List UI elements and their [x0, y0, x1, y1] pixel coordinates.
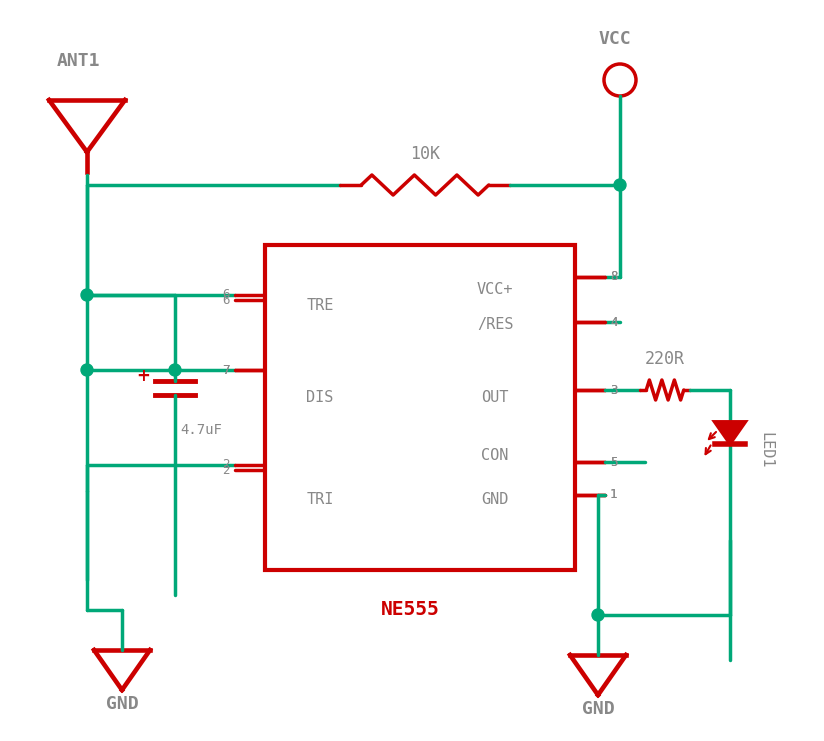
Circle shape — [169, 364, 181, 376]
Text: VCC+: VCC+ — [477, 282, 513, 297]
Text: 6: 6 — [222, 293, 230, 307]
Text: 8: 8 — [610, 270, 617, 284]
Text: DIS: DIS — [307, 390, 334, 405]
Circle shape — [81, 364, 93, 376]
Text: GND: GND — [481, 493, 508, 508]
Text: TRI: TRI — [307, 493, 334, 508]
Text: 1: 1 — [610, 488, 617, 502]
Text: GND: GND — [582, 700, 615, 718]
Text: NE555: NE555 — [381, 600, 439, 619]
Circle shape — [592, 609, 604, 621]
Text: CON: CON — [481, 448, 508, 462]
Text: 6: 6 — [222, 288, 230, 302]
Text: 4: 4 — [610, 316, 617, 328]
Text: GND: GND — [105, 695, 138, 713]
Text: 8: 8 — [610, 270, 617, 284]
Circle shape — [81, 289, 93, 301]
Circle shape — [614, 179, 626, 191]
Text: 3: 3 — [610, 384, 617, 396]
Bar — [265, 245, 575, 570]
Text: 2: 2 — [222, 464, 230, 476]
Text: 7: 7 — [222, 364, 230, 376]
Text: OUT: OUT — [481, 390, 508, 405]
Text: TRE: TRE — [307, 297, 334, 313]
Text: 2: 2 — [222, 459, 230, 471]
Text: 10K: 10K — [410, 145, 440, 163]
Text: /RES: /RES — [477, 317, 513, 333]
Text: 220R: 220R — [645, 350, 685, 368]
Text: 7: 7 — [222, 364, 230, 376]
Text: 4.7uF: 4.7uF — [180, 423, 222, 437]
Text: 5: 5 — [610, 456, 617, 468]
Polygon shape — [714, 422, 746, 444]
Text: LED1: LED1 — [758, 432, 773, 468]
Text: 1: 1 — [610, 488, 617, 502]
Text: 4: 4 — [610, 316, 617, 328]
Text: 3: 3 — [610, 384, 617, 396]
Text: ANT1: ANT1 — [57, 52, 101, 70]
Text: VCC: VCC — [599, 30, 631, 48]
Text: THE
CIRCUIT: THE CIRCUIT — [263, 370, 561, 512]
Text: +: + — [136, 367, 150, 385]
Text: 5: 5 — [610, 456, 617, 468]
